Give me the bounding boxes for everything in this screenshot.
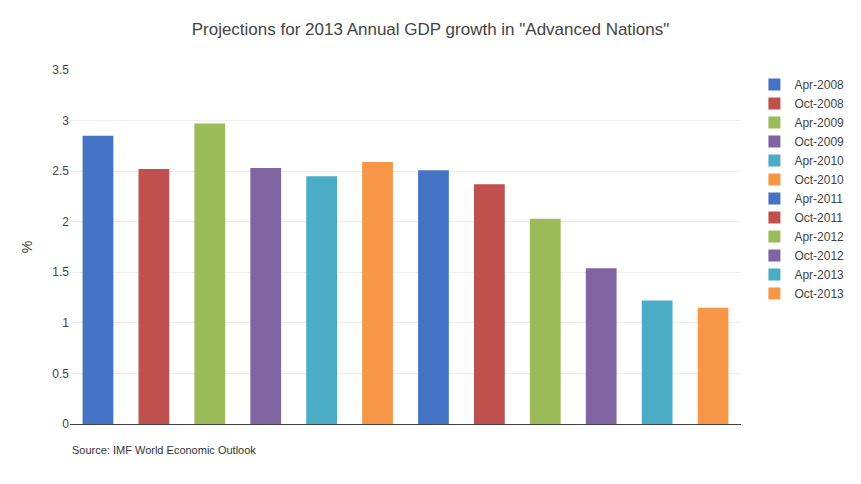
svg-text:Oct-2011: Oct-2011 [794,211,843,225]
svg-text:Apr-2012: Apr-2012 [794,230,844,244]
svg-text:Oct-2009: Oct-2009 [794,135,844,149]
svg-text:Apr-2013: Apr-2013 [794,268,844,282]
svg-text:3: 3 [62,114,69,128]
svg-text:%: % [19,241,35,253]
svg-text:3.5: 3.5 [52,63,69,77]
svg-text:Oct-2010: Oct-2010 [794,173,844,187]
svg-text:Apr-2010: Apr-2010 [794,154,844,168]
svg-text:Apr-2011: Apr-2011 [794,192,843,206]
svg-text:0.5: 0.5 [52,367,69,381]
svg-text:Apr-2008: Apr-2008 [794,78,844,92]
svg-text:Apr-2009: Apr-2009 [794,116,844,130]
svg-text:Projections for 2013 Annual GD: Projections for 2013 Annual GDP growth i… [192,20,670,39]
svg-text:0: 0 [62,417,69,431]
svg-text:1.5: 1.5 [52,265,69,279]
svg-text:Oct-2008: Oct-2008 [794,97,844,111]
svg-text:2: 2 [62,215,69,229]
svg-text:2.5: 2.5 [52,164,69,178]
svg-text:Source: IMF World Economic Out: Source: IMF World Economic Outlook [72,444,256,456]
svg-text:1: 1 [62,316,69,330]
svg-text:Oct-2012: Oct-2012 [794,249,844,263]
svg-text:Oct-2013: Oct-2013 [794,287,844,301]
